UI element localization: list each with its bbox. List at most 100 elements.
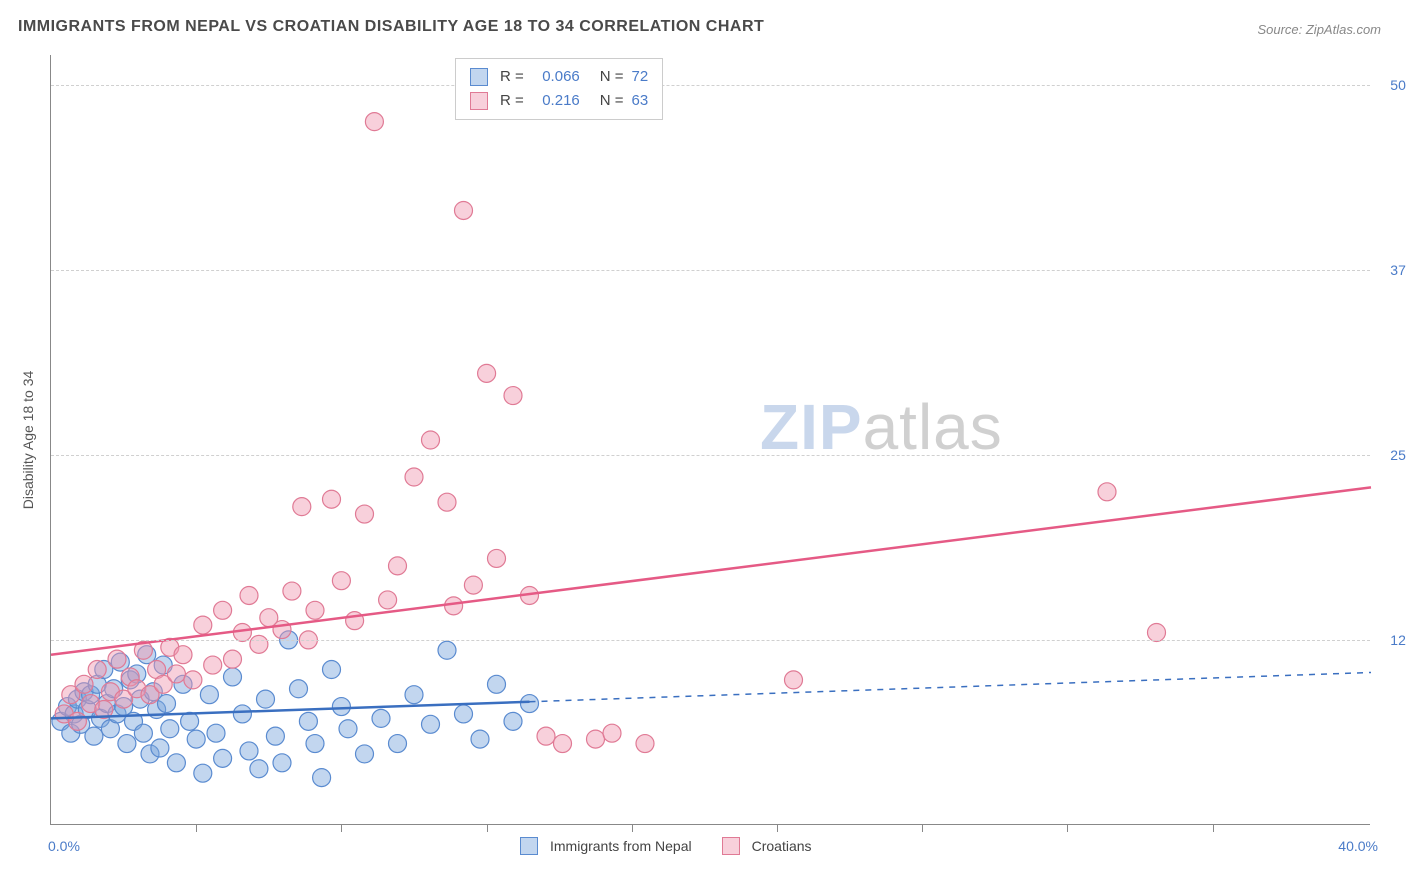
legend-swatch xyxy=(520,837,538,855)
scatter-point-croatian xyxy=(587,730,605,748)
legend-swatch xyxy=(470,68,488,86)
scatter-point-croatian xyxy=(504,387,522,405)
scatter-point-nepal xyxy=(118,735,136,753)
scatter-point-croatian xyxy=(88,661,106,679)
x-tick xyxy=(632,824,633,832)
scatter-point-croatian xyxy=(323,490,341,508)
scatter-point-croatian xyxy=(464,576,482,594)
scatter-point-croatian xyxy=(167,665,185,683)
scatter-point-croatian xyxy=(554,735,572,753)
legend-swatch xyxy=(470,92,488,110)
scatter-point-nepal xyxy=(233,705,251,723)
scatter-point-nepal xyxy=(181,712,199,730)
scatter-point-nepal xyxy=(306,735,324,753)
scatter-point-croatian xyxy=(455,201,473,219)
scatter-point-nepal xyxy=(323,661,341,679)
scatter-point-nepal xyxy=(290,680,308,698)
legend-r-label: R = xyxy=(500,89,524,113)
scatter-point-croatian xyxy=(445,597,463,615)
scatter-point-nepal xyxy=(167,754,185,772)
scatter-point-nepal xyxy=(389,735,407,753)
scatter-point-croatian xyxy=(488,549,506,567)
gridline-h xyxy=(51,270,1370,271)
scatter-point-nepal xyxy=(200,686,218,704)
legend-series-label: Immigrants from Nepal xyxy=(550,838,692,854)
chart-container: IMMIGRANTS FROM NEPAL VS CROATIAN DISABI… xyxy=(0,0,1406,892)
scatter-point-croatian xyxy=(250,635,268,653)
scatter-point-croatian xyxy=(356,505,374,523)
scatter-point-croatian xyxy=(214,601,232,619)
plot-area: 12.5%25.0%37.5%50.0% xyxy=(50,55,1370,825)
scatter-point-croatian xyxy=(405,468,423,486)
scatter-point-nepal xyxy=(356,745,374,763)
x-tick-min: 0.0% xyxy=(48,838,80,854)
scatter-point-croatian xyxy=(365,113,383,131)
legend-series-item: Immigrants from Nepal xyxy=(520,837,692,855)
scatter-point-nepal xyxy=(151,739,169,757)
scatter-point-nepal xyxy=(266,727,284,745)
trend-line-dashed-nepal xyxy=(530,672,1372,701)
legend-n-value: 63 xyxy=(632,89,649,113)
legend-n-label: N = xyxy=(600,65,624,89)
x-tick xyxy=(1213,824,1214,832)
legend-correlation: R = 0.066 N = 72R = 0.216 N = 63 xyxy=(455,58,663,120)
scatter-point-croatian xyxy=(332,572,350,590)
scatter-point-croatian xyxy=(478,364,496,382)
scatter-point-nepal xyxy=(273,754,291,772)
scatter-point-nepal xyxy=(257,690,275,708)
source-attribution: Source: ZipAtlas.com xyxy=(1257,22,1381,37)
plot-svg xyxy=(51,55,1370,824)
y-tick-label: 37.5% xyxy=(1375,262,1406,278)
scatter-point-nepal xyxy=(214,749,232,767)
x-tick xyxy=(341,824,342,832)
scatter-point-croatian xyxy=(174,646,192,664)
scatter-point-nepal xyxy=(313,769,331,787)
scatter-point-croatian xyxy=(108,650,126,668)
scatter-point-nepal xyxy=(488,675,506,693)
scatter-point-croatian xyxy=(636,735,654,753)
scatter-point-croatian xyxy=(240,586,258,604)
scatter-point-nepal xyxy=(521,695,539,713)
legend-series: Immigrants from Nepal Croatians xyxy=(520,837,812,855)
scatter-point-croatian xyxy=(438,493,456,511)
scatter-point-croatian xyxy=(194,616,212,634)
scatter-point-nepal xyxy=(299,712,317,730)
scatter-point-croatian xyxy=(204,656,222,674)
scatter-point-croatian xyxy=(283,582,301,600)
scatter-point-croatian xyxy=(273,621,291,639)
scatter-point-croatian xyxy=(603,724,621,742)
x-tick-max: 40.0% xyxy=(1338,838,1378,854)
scatter-point-croatian xyxy=(389,557,407,575)
scatter-point-nepal xyxy=(161,720,179,738)
scatter-point-nepal xyxy=(471,730,489,748)
scatter-point-croatian xyxy=(184,671,202,689)
scatter-point-nepal xyxy=(85,727,103,745)
scatter-point-nepal xyxy=(224,668,242,686)
legend-r-value: 0.216 xyxy=(532,89,580,113)
scatter-point-nepal xyxy=(134,724,152,742)
scatter-point-croatian xyxy=(68,712,86,730)
y-tick-label: 50.0% xyxy=(1375,77,1406,93)
legend-series-item: Croatians xyxy=(722,837,812,855)
legend-r-value: 0.066 xyxy=(532,65,580,89)
trend-line-croatian xyxy=(51,487,1371,654)
scatter-point-nepal xyxy=(240,742,258,760)
scatter-point-croatian xyxy=(293,498,311,516)
scatter-point-nepal xyxy=(158,695,176,713)
x-tick xyxy=(777,824,778,832)
scatter-point-croatian xyxy=(422,431,440,449)
scatter-point-croatian xyxy=(1148,624,1166,642)
x-tick xyxy=(196,824,197,832)
gridline-h xyxy=(51,85,1370,86)
legend-n-value: 72 xyxy=(632,65,649,89)
scatter-point-nepal xyxy=(438,641,456,659)
scatter-point-croatian xyxy=(75,675,93,693)
x-tick xyxy=(922,824,923,832)
legend-series-label: Croatians xyxy=(752,838,812,854)
y-axis-label: Disability Age 18 to 34 xyxy=(20,371,36,510)
scatter-point-nepal xyxy=(455,705,473,723)
gridline-h xyxy=(51,640,1370,641)
legend-n-label: N = xyxy=(600,89,624,113)
legend-correlation-row: R = 0.216 N = 63 xyxy=(470,89,648,113)
chart-title: IMMIGRANTS FROM NEPAL VS CROATIAN DISABI… xyxy=(18,18,764,36)
